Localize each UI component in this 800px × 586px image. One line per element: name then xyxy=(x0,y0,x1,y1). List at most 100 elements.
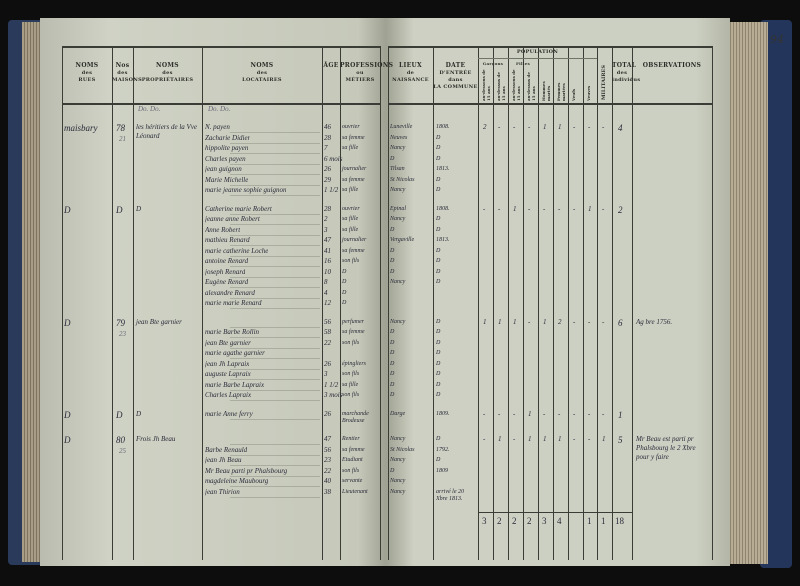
birthplace: D xyxy=(390,226,395,233)
old-house-number: 25 xyxy=(119,447,126,455)
column-rule xyxy=(612,46,613,560)
tenant-underline xyxy=(230,389,320,391)
tenant-age: 38 xyxy=(324,487,331,496)
totals-rule xyxy=(478,512,632,513)
header-professions: PROFESSIONS ou MÉTIERS xyxy=(340,62,393,84)
house-number: 80 xyxy=(116,435,125,445)
header-text: ou xyxy=(356,70,364,76)
header-text: PROPRIÉTAIRES xyxy=(141,77,194,83)
tenant-name: N. payen xyxy=(205,123,230,131)
column-rule xyxy=(112,46,113,560)
population-count: 1 xyxy=(602,435,606,443)
column-rule xyxy=(568,46,569,560)
tenant-name: hippolite payen xyxy=(205,144,249,152)
population-count: 1 xyxy=(513,204,517,213)
header-population: POPULATION xyxy=(516,49,559,55)
entry-date: D xyxy=(436,268,441,275)
population-total: 1 xyxy=(587,516,592,526)
tenant-profession: sa femme xyxy=(342,329,365,335)
tenant-profession: Rentier xyxy=(342,436,360,442)
population-count: 1 xyxy=(543,317,547,326)
header-text: NOMS xyxy=(156,62,179,69)
header-text: LOCATAIRES xyxy=(242,77,282,83)
population-count: 1 xyxy=(498,435,502,443)
header-text: des xyxy=(616,70,628,76)
population-count: - xyxy=(528,123,531,131)
tenant-age: 40 xyxy=(324,477,331,485)
street-name: D xyxy=(64,204,71,215)
tenant-underline xyxy=(230,368,320,370)
entry-date: D xyxy=(436,371,441,377)
header-text: des xyxy=(162,70,173,76)
population-count: - xyxy=(602,123,605,131)
tenant-underline xyxy=(230,224,320,225)
header-pop-subcol: Veufs xyxy=(571,88,576,101)
population-count: - xyxy=(573,204,576,213)
header-text: MAISONS xyxy=(112,77,143,83)
street-name: D xyxy=(64,409,71,420)
entry-date: D xyxy=(436,457,441,463)
tenant-profession: sa fille xyxy=(342,381,359,388)
tenant-age: 47 xyxy=(324,236,331,244)
population-count: - xyxy=(528,317,531,326)
birthplace: Nancy xyxy=(390,279,406,285)
birthplace: Vergaville xyxy=(390,237,415,243)
column-rule xyxy=(380,46,381,560)
tenant-age: 10 xyxy=(324,267,331,276)
header-pop-subcol: Hommes mariés xyxy=(541,81,551,101)
birthplace: D xyxy=(390,467,395,474)
birthplace: D xyxy=(390,371,395,377)
tenant-age: 7 xyxy=(324,144,328,152)
column-rule xyxy=(538,46,539,560)
household-total: 6 xyxy=(618,317,623,328)
tenant-name: jean Jh Lapraix xyxy=(205,359,250,368)
tenant-profession: marchande Brodeuse xyxy=(342,410,369,424)
tenant-profession: D xyxy=(342,279,347,285)
column-rule xyxy=(433,46,434,560)
header-pop-subcol: au-dessus de 15 ans xyxy=(526,72,536,101)
population-count: - xyxy=(602,409,605,418)
population-count: - xyxy=(573,123,576,131)
header-lieux: LIEUX de NAISSANCE xyxy=(388,62,433,84)
population-count: - xyxy=(498,204,501,213)
tenant-name: joseph Renard xyxy=(205,267,246,276)
tenant-profession: son fils xyxy=(342,258,360,264)
header-age: ÂGE xyxy=(322,62,340,70)
tenant-profession: sa femme xyxy=(342,134,365,141)
entry-date: D xyxy=(436,436,441,442)
tenant-name: antoine Renard xyxy=(205,257,249,265)
header-text: D'ENTRÉE xyxy=(439,70,472,76)
tenant-profession: son fils xyxy=(342,339,360,346)
population-count: 1 xyxy=(558,435,562,443)
birthplace: Darge xyxy=(390,410,406,417)
tenant-profession: sa femme xyxy=(342,247,365,254)
column-rule xyxy=(133,46,134,560)
tenant-age: 28 xyxy=(324,133,331,142)
tenant-name: alexandre Renard xyxy=(205,288,255,297)
tenant-profession: Lieutenant xyxy=(342,488,368,495)
population-count: 1 xyxy=(498,317,502,326)
population-count: 1 xyxy=(528,409,532,418)
tenant-underline xyxy=(230,379,320,380)
tenant-name: marie Barbe Lapraix xyxy=(205,380,265,389)
column-rule xyxy=(597,46,598,560)
entry-date: D xyxy=(436,318,441,325)
birthplace: D xyxy=(390,258,395,264)
header-bottom-rule xyxy=(388,103,712,105)
population-count: - xyxy=(543,409,546,418)
entry-date: D xyxy=(436,392,441,398)
population-count: 1 xyxy=(543,123,547,131)
entry-date: D xyxy=(436,216,441,222)
tenant-name: jeanne anne Robert xyxy=(205,215,260,223)
tenant-name: Eugène Renard xyxy=(205,278,249,286)
population-count: - xyxy=(498,409,501,418)
population-total: 2 xyxy=(527,516,532,526)
birthplace: Tilsan xyxy=(390,166,405,172)
tenant-underline xyxy=(230,287,320,288)
header-text: TOTAL xyxy=(612,62,637,69)
tenant-age: 26 xyxy=(324,165,331,173)
tenant-profession: sa fille xyxy=(342,216,359,222)
tenant-name: magdeleine Maubourg xyxy=(205,477,269,485)
population-count: 1 xyxy=(513,317,517,326)
tenant-profession: sa fille xyxy=(342,187,359,193)
